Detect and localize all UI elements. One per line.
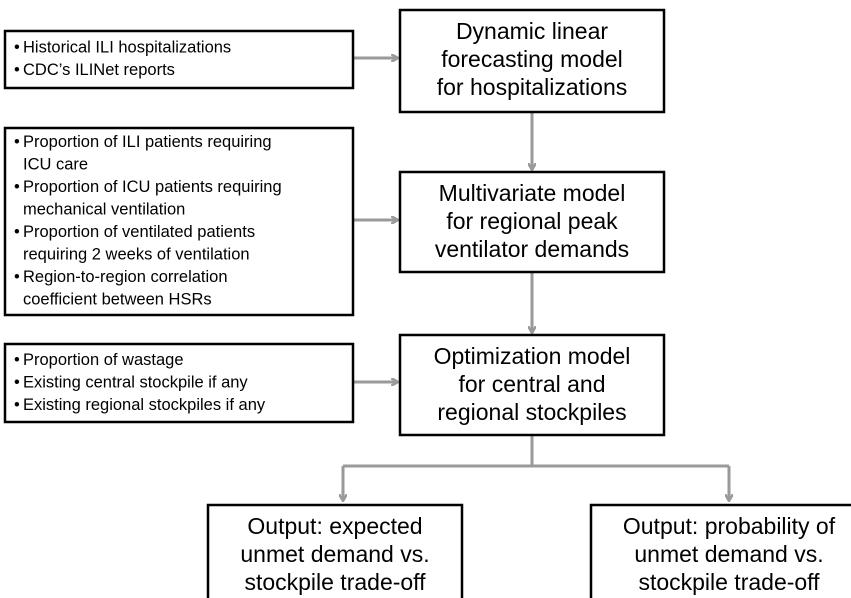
bullet: •: [14, 351, 20, 369]
box-text: Dynamic linear: [456, 18, 608, 44]
box: [398, 8, 666, 114]
input-text: Proportion of wastage: [23, 351, 184, 369]
input-text: mechanical ventilation: [23, 201, 185, 219]
input-text: Proportion of ILI patients requiring: [23, 133, 272, 151]
bullet: •: [14, 268, 20, 286]
box: [3, 29, 355, 90]
input-text: Region-to-region correlation: [23, 268, 228, 286]
input-box: • Historical ILI hospitalizations• CDC’s I…: [3, 29, 355, 90]
input-text: Existing central stockpile if any: [23, 373, 248, 391]
input-text: Proportion of ventilated patients: [23, 223, 255, 241]
connectors: [343, 58, 729, 500]
input-text: ICU care: [23, 156, 88, 174]
input-text: requiring 2 weeks of ventilation: [23, 246, 250, 264]
box: [398, 333, 666, 437]
bullet: •: [14, 373, 20, 391]
box-text: stockpile trade-off: [638, 569, 820, 595]
input-text: Historical ILI hospitalizations: [23, 39, 231, 57]
bullet: •: [14, 396, 20, 414]
bullet: •: [14, 39, 20, 57]
box: [398, 170, 666, 274]
input-box: • Proportion of wastage• Existing central …: [3, 342, 355, 424]
input-text: CDC’s ILINet reports: [23, 61, 175, 79]
box-text: for regional peak: [446, 208, 618, 234]
input-text: coefficient between HSRs: [23, 291, 212, 309]
box-text: Multivariate model: [439, 180, 626, 206]
bullet: •: [14, 223, 20, 241]
box-text: regional stockpiles: [437, 399, 626, 425]
box: [3, 126, 355, 317]
input-text: Proportion of ICU patients requiring: [23, 178, 282, 196]
box-text: Output: expected: [247, 513, 422, 539]
bullet: •: [14, 61, 20, 79]
box-text: Optimization model: [434, 343, 631, 369]
input-text: Existing regional stockpiles if any: [23, 396, 266, 414]
bullet: •: [14, 178, 20, 196]
box-text: unmet demand vs.: [634, 541, 823, 567]
box-text: unmet demand vs.: [240, 541, 429, 567]
bullet: •: [14, 133, 20, 151]
box-text: ventilator demands: [435, 236, 629, 262]
box-text: Output: probability of: [623, 513, 836, 539]
box: [206, 503, 464, 598]
box-text: for hospitalizations: [437, 74, 628, 100]
box: [3, 342, 355, 424]
box: [589, 503, 851, 598]
box-text: stockpile trade-off: [244, 569, 426, 595]
box-text: forecasting model: [441, 46, 623, 72]
input-box: • Proportion of ILI patients requiringICU…: [3, 126, 355, 317]
box-text: for central and: [458, 371, 605, 397]
